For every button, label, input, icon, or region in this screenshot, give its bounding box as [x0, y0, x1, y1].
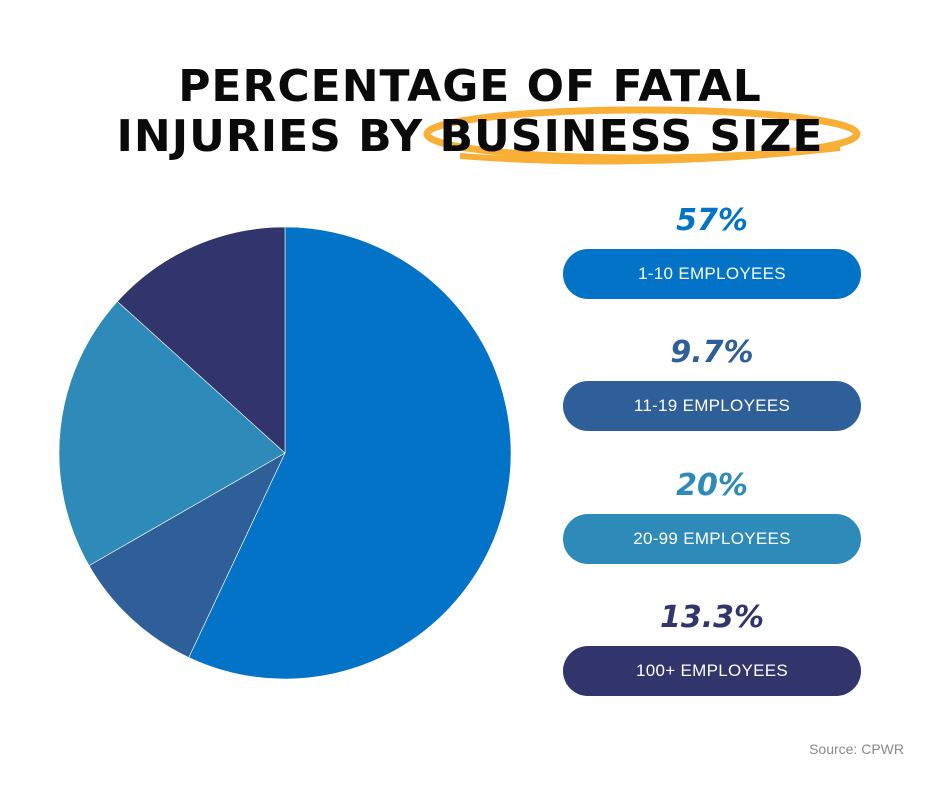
- legend-label-pill: 20-99 EMPLOYEES: [563, 514, 861, 564]
- pie-slice-1: [188, 226, 512, 680]
- legend-item-1-10: 57% 1-10 EMPLOYEES: [563, 201, 861, 299]
- chart-title-line2: INJURIES BY BUSINESS SIZE: [0, 112, 940, 162]
- legend-item-100-plus: 13.3% 100+ EMPLOYEES: [563, 598, 861, 696]
- legend-label-pill: 100+ EMPLOYEES: [563, 646, 861, 696]
- pie-chart: [58, 226, 512, 680]
- highlight-ring-decoration: [423, 106, 861, 165]
- legend-label-pill: 11-19 EMPLOYEES: [563, 381, 861, 431]
- pie-slice-2: [88, 452, 286, 658]
- chart-title-highlight: BUSINESS SIZE: [439, 111, 824, 162]
- pie-slice-3: [58, 301, 286, 566]
- chart-title-line1: PERCENTAGE OF FATAL: [178, 61, 762, 112]
- legend-percent: 20%: [676, 468, 748, 503]
- legend-percent: 57%: [676, 203, 748, 238]
- legend-item-11-19: 9.7% 11-19 EMPLOYEES: [563, 333, 861, 431]
- legend-percent: 13.3%: [659, 600, 765, 635]
- legend-percent: 9.7%: [670, 335, 754, 370]
- source-note: Source: CPWR: [809, 741, 904, 757]
- chart-title-prefix: INJURIES BY: [116, 111, 424, 162]
- legend-item-20-99: 20% 20-99 EMPLOYEES: [563, 466, 861, 564]
- pie-slice-4: [116, 226, 286, 454]
- legend-label-pill: 1-10 EMPLOYEES: [563, 249, 861, 299]
